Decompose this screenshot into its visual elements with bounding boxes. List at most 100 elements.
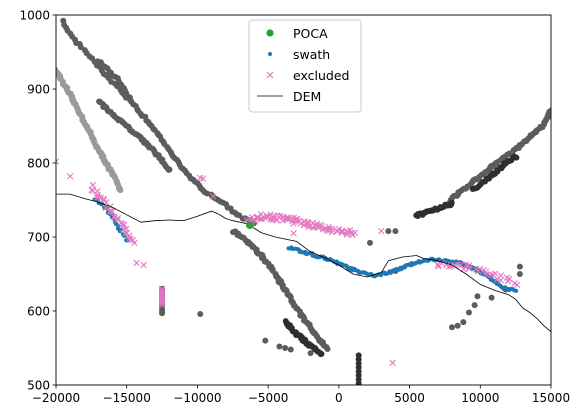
y-tick-label: 700 — [27, 230, 50, 244]
excluded-point — [100, 195, 107, 202]
excluded-point — [158, 299, 166, 307]
excluded-point — [326, 225, 333, 233]
circle-gray-point — [385, 228, 392, 235]
circle-gray-point — [392, 228, 399, 235]
excluded-point — [199, 175, 207, 182]
excluded-point — [351, 229, 359, 236]
excluded-point — [140, 261, 147, 269]
swath-point — [514, 288, 519, 293]
x-axis: −20000 −15000 −10000 −5000 0 5000 10000 15000 — [32, 385, 570, 405]
excluded-point — [476, 265, 484, 273]
legend-label-excluded: excluded — [293, 68, 349, 83]
circle-dark-point — [317, 351, 324, 358]
circle-gray-point — [454, 322, 461, 329]
legend-marker-swath — [268, 52, 272, 56]
x-tick-label: 15000 — [532, 391, 570, 405]
circle-dark-point — [513, 154, 520, 161]
circle-gray-point — [488, 294, 495, 301]
circle-gray-point — [516, 271, 523, 277]
excluded-point — [109, 208, 116, 215]
excluded-point — [343, 231, 350, 238]
excluded-point — [296, 218, 303, 225]
circle-gray-point — [262, 337, 269, 344]
circle-gray-point — [307, 350, 314, 357]
excluded-point — [131, 239, 138, 247]
circle-gray-point — [324, 345, 331, 352]
y-tick-label: 800 — [27, 156, 50, 170]
excluded-point — [89, 181, 97, 189]
excluded-point — [290, 230, 297, 237]
excluded-point — [328, 225, 336, 233]
excluded-point — [209, 193, 217, 200]
y-tick-label: 900 — [27, 82, 50, 96]
excluded-point — [513, 281, 521, 289]
excluded-point — [506, 275, 513, 283]
circle-gray-point — [197, 310, 204, 317]
excluded-point — [56, 158, 60, 165]
excluded-point — [133, 259, 140, 267]
circle-gray-point — [474, 293, 481, 300]
legend-frame — [248, 19, 362, 113]
y-tick-label: 600 — [27, 304, 50, 318]
excluded-point — [158, 301, 166, 309]
legend-entry-dem: DEM — [257, 89, 321, 104]
y-axis: 500 600 700 800 900 1000 — [19, 8, 56, 392]
circle-gray-point — [465, 309, 472, 316]
circle-gray-point — [366, 239, 373, 246]
excluded-point — [267, 211, 274, 218]
swath-point — [117, 229, 122, 234]
circle-gray-point — [287, 346, 294, 353]
circle-gray-point — [471, 302, 478, 309]
excluded-point — [492, 270, 499, 277]
legend-entry-poca: POCA — [266, 26, 328, 41]
excluded-point — [290, 220, 297, 227]
x-tick-label: −5000 — [248, 391, 289, 405]
circle-light-point — [117, 187, 124, 194]
legend-label-poca: POCA — [293, 26, 328, 41]
excluded-point — [95, 193, 103, 201]
circle-dark-point — [448, 201, 455, 208]
excluded-point — [378, 227, 385, 235]
poca-point — [245, 221, 254, 229]
circle-gray-point — [276, 343, 283, 350]
legend: POCA swath excluded DEM — [248, 19, 362, 113]
excluded-point — [482, 268, 490, 275]
excluded-point — [497, 272, 505, 279]
excluded-point — [457, 261, 464, 269]
circle-gray-point — [159, 310, 166, 317]
y-tick-label: 1000 — [19, 8, 50, 22]
circle-gray-point — [282, 345, 289, 351]
legend-entry-swath: swath — [268, 47, 330, 62]
circle-gray-point — [516, 263, 523, 270]
excluded-point — [389, 359, 396, 366]
excluded-point — [346, 226, 354, 234]
circle-gray-point — [166, 166, 173, 173]
legend-entry-excluded: excluded — [266, 68, 349, 83]
legend-label-dem: DEM — [293, 89, 321, 104]
legend-marker-poca — [266, 29, 274, 37]
x-tick-label: −20000 — [32, 391, 80, 405]
x-tick-label: 0 — [335, 391, 343, 405]
x-tick-label: 10000 — [461, 391, 499, 405]
plot-area — [56, 17, 551, 385]
excluded-point — [434, 261, 442, 268]
excluded-point — [114, 214, 122, 222]
x-tick-label: 5000 — [394, 391, 425, 405]
circle-gray-point — [449, 324, 455, 331]
legend-label-swath: swath — [293, 47, 330, 62]
y-tick-label: 500 — [27, 378, 50, 392]
excluded-point — [497, 277, 505, 284]
excluded-point — [466, 265, 473, 272]
legend-marker-excluded — [266, 71, 274, 79]
excluded-point — [338, 228, 345, 235]
circle-gray-point — [460, 319, 467, 326]
x-tick-label: −10000 — [173, 391, 221, 405]
dem-line — [56, 193, 551, 333]
excluded-point — [263, 213, 270, 221]
excluded-point — [66, 173, 74, 180]
circle-gray-point — [548, 107, 551, 113]
excluded-point — [318, 223, 326, 230]
plot-frame — [55, 14, 552, 386]
circle-dark-point — [355, 380, 362, 385]
